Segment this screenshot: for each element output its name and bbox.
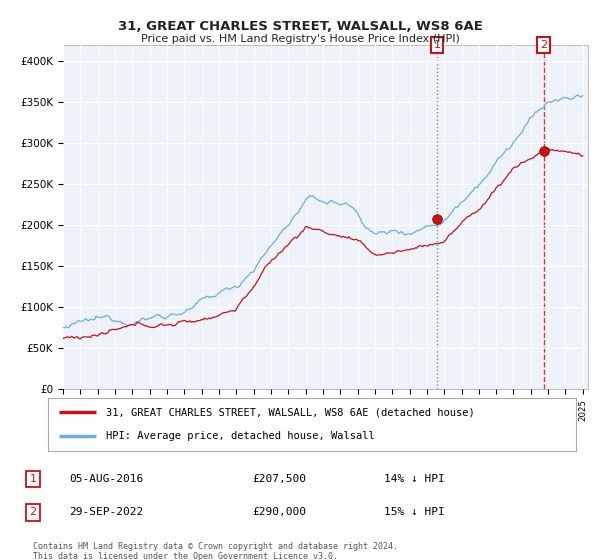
Text: 1: 1 [433, 40, 440, 50]
Text: HPI: Average price, detached house, Walsall: HPI: Average price, detached house, Wals… [106, 431, 375, 441]
Text: 14% ↓ HPI: 14% ↓ HPI [384, 474, 445, 484]
Text: 31, GREAT CHARLES STREET, WALSALL, WS8 6AE (detached house): 31, GREAT CHARLES STREET, WALSALL, WS8 6… [106, 408, 475, 418]
Text: 2: 2 [29, 507, 37, 517]
Text: 15% ↓ HPI: 15% ↓ HPI [384, 507, 445, 517]
Text: 05-AUG-2016: 05-AUG-2016 [69, 474, 143, 484]
Text: Contains HM Land Registry data © Crown copyright and database right 2024.
This d: Contains HM Land Registry data © Crown c… [33, 542, 398, 560]
Text: 2: 2 [540, 40, 547, 50]
Text: £207,500: £207,500 [252, 474, 306, 484]
Text: £290,000: £290,000 [252, 507, 306, 517]
Text: 29-SEP-2022: 29-SEP-2022 [69, 507, 143, 517]
Text: 1: 1 [29, 474, 37, 484]
Text: Price paid vs. HM Land Registry's House Price Index (HPI): Price paid vs. HM Land Registry's House … [140, 34, 460, 44]
Text: 31, GREAT CHARLES STREET, WALSALL, WS8 6AE: 31, GREAT CHARLES STREET, WALSALL, WS8 6… [118, 20, 482, 32]
